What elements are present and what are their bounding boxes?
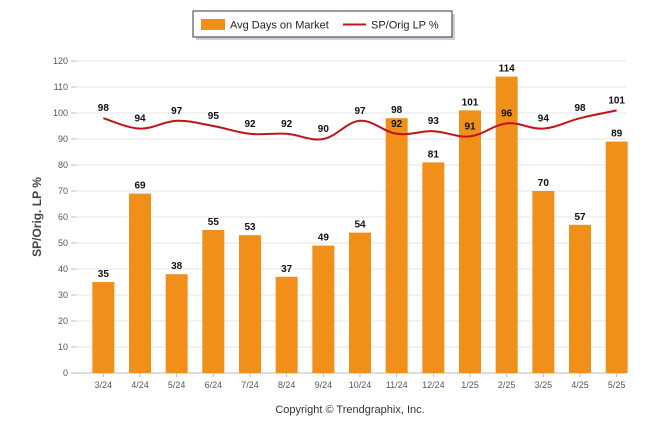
- bar-data-label: 55: [208, 217, 220, 228]
- bar-data-label: 53: [244, 222, 256, 233]
- line-data-label: 92: [244, 119, 256, 130]
- x-tick-label: 5/24: [168, 380, 186, 390]
- x-tick-label: 2/25: [498, 380, 516, 390]
- y-tick-label: 20: [58, 316, 68, 326]
- bar: [275, 276, 298, 373]
- x-tick-label: 5/25: [608, 380, 626, 390]
- bar: [312, 245, 335, 373]
- bar-data-label: 49: [318, 233, 330, 244]
- bar: [532, 191, 555, 373]
- y-tick-label: 60: [58, 212, 68, 222]
- x-tick-label: 10/24: [349, 380, 372, 390]
- y-tick-label: 0: [63, 368, 68, 378]
- y-tick-label: 120: [53, 56, 68, 66]
- bar-data-label: 98: [391, 105, 403, 116]
- line-data-label: 91: [464, 121, 476, 132]
- bar-data-label: 114: [499, 64, 516, 75]
- y-tick-label: 50: [58, 238, 68, 248]
- line-data-label: 98: [574, 103, 586, 114]
- line-data-label: 97: [171, 106, 183, 117]
- x-tick-label: 4/25: [571, 380, 589, 390]
- x-tick-label: 7/24: [241, 380, 259, 390]
- bar: [569, 224, 591, 373]
- legend-label-bar: Avg Days on Market: [230, 20, 329, 32]
- legend-label-line: SP/Orig LP %: [371, 20, 439, 32]
- bar: [495, 76, 518, 373]
- bar: [202, 230, 225, 373]
- y-tick-label: 10: [58, 342, 68, 352]
- bar-data-label: 70: [538, 178, 550, 189]
- line-data-label: 101: [608, 95, 625, 106]
- bar-series-days-on-market: [92, 76, 628, 374]
- y-tick-label: 80: [58, 160, 68, 170]
- line-data-label: 95: [208, 111, 220, 122]
- x-tick-label: 12/24: [422, 380, 445, 390]
- bar: [165, 274, 188, 373]
- bar: [459, 110, 481, 374]
- bar: [422, 162, 445, 373]
- bar-data-label: 101: [462, 97, 479, 108]
- line-data-label: 98: [98, 103, 110, 114]
- copyright-footer: Copyright © Trendgraphix, Inc.: [275, 404, 424, 416]
- line-data-label: 92: [391, 119, 403, 130]
- bar-data-label: 69: [134, 181, 146, 192]
- x-tick-label: 4/24: [131, 380, 149, 390]
- bar: [129, 193, 151, 373]
- line-data-label: 90: [318, 124, 330, 135]
- y-axis-title: SP/Orig. LP %: [30, 177, 44, 257]
- y-tick-label: 70: [58, 186, 68, 196]
- bar-data-label: 81: [428, 149, 440, 160]
- y-tick-label: 40: [58, 264, 68, 274]
- y-tick-label: 90: [58, 134, 68, 144]
- line-data-label: 92: [281, 119, 293, 130]
- x-tick-label: 6/24: [205, 380, 223, 390]
- x-axis-ticks: 3/24 4/24 5/24 6/24 7/24 8/24 9/24 10/24 11/24 12…: [95, 373, 626, 390]
- legend-swatch-bar: [201, 19, 225, 30]
- line-data-labels: 98 94 97 95 92 92 90 97 92 93 91 96 94 98 101: [98, 95, 626, 135]
- y-tick-label: 30: [58, 290, 68, 300]
- line-data-label: 94: [134, 114, 146, 125]
- x-tick-label: 3/25: [535, 380, 553, 390]
- x-tick-label: 1/25: [461, 380, 479, 390]
- legend: Avg Days on Market SP/Orig LP %: [192, 10, 455, 40]
- bar: [92, 282, 115, 373]
- bar: [239, 235, 261, 373]
- y-tick-label: 100: [53, 108, 68, 118]
- bar-data-label: 37: [281, 264, 293, 275]
- legend-box: [192, 10, 453, 38]
- bar-data-label: 54: [354, 220, 366, 231]
- bar: [605, 141, 628, 373]
- bar: [385, 118, 408, 373]
- bar-data-label: 35: [98, 269, 110, 280]
- x-tick-label: 3/24: [95, 380, 113, 390]
- y-axis-ticks: 0 10 20 30 40 50 60 70 80 90 100 110 120: [53, 56, 76, 378]
- bar-data-label: 38: [171, 261, 183, 272]
- line-series-sp-orig-lp: [103, 109, 617, 141]
- line-data-label: 94: [538, 114, 550, 125]
- bar-data-labels: 35 69 38 55 53 37 49 54 98 81 101 114 70 57 89: [98, 64, 623, 280]
- series-line: [103, 109, 617, 141]
- bar: [349, 232, 371, 373]
- bar-data-label: 89: [611, 129, 623, 140]
- line-data-label: 96: [501, 108, 513, 119]
- x-tick-label: 8/24: [278, 380, 296, 390]
- x-tick-label: 11/24: [386, 380, 408, 390]
- bar-data-label: 57: [574, 212, 586, 223]
- line-data-label: 97: [354, 106, 366, 117]
- line-data-label: 93: [428, 116, 440, 127]
- y-tick-label: 110: [54, 82, 68, 92]
- x-tick-label: 9/24: [315, 380, 333, 390]
